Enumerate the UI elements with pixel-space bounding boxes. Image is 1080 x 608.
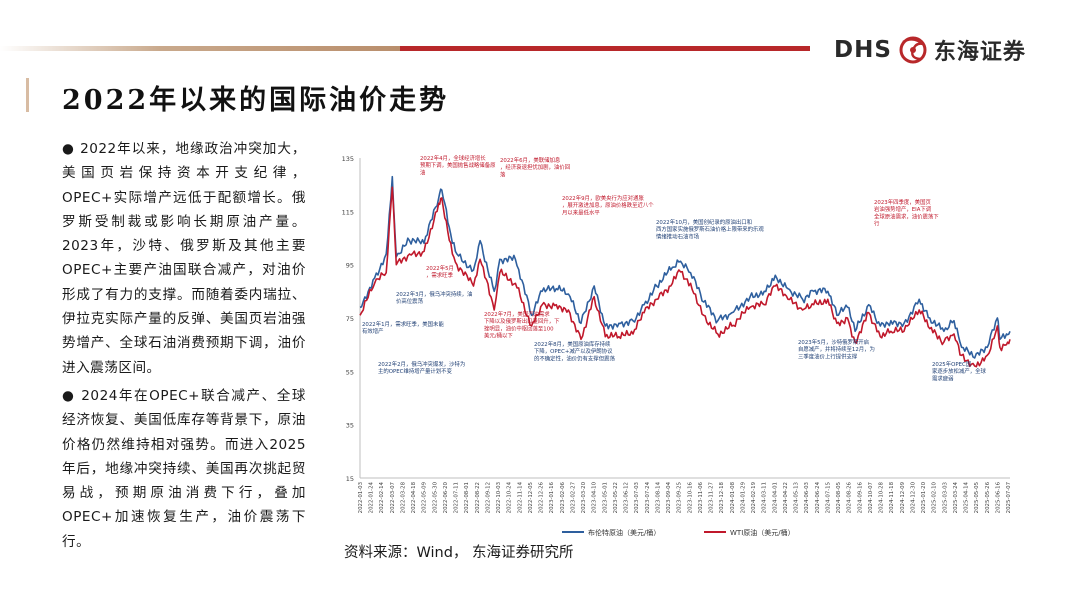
- x-tick-label: 2023-07-03: [634, 482, 640, 513]
- x-tick-label: 2022-12-05: [528, 482, 534, 513]
- x-tick-label: 2022-04-18: [411, 481, 417, 513]
- x-tick-label: 2022-01-24: [369, 481, 375, 513]
- company-logo: DHS 东海证券: [834, 30, 1026, 70]
- y-tick-label: 75: [346, 315, 354, 323]
- series-line-wti: [359, 186, 1011, 368]
- x-tick-label: 2023-09-25: [677, 482, 683, 513]
- x-tick-label: 2023-07-24: [645, 481, 651, 513]
- x-tick-label: 2023-11-06: [698, 481, 704, 513]
- x-tick-label: 2022-03-28: [400, 481, 406, 513]
- bullet-2: ● 2024年在OPEC+联合减产、全球经济恢复、美国低库存等背景下，原油价格仍…: [62, 387, 306, 550]
- y-tick-label: 115: [342, 208, 354, 216]
- x-tick-label: 2024-04-01: [772, 482, 778, 513]
- x-tick-label: 2024-10-07: [868, 482, 874, 513]
- x-tick-label: 2024-06-24: [815, 481, 821, 513]
- x-tick-label: 2024-07-15: [825, 482, 831, 513]
- x-tick-label: 2023-03-20: [581, 481, 587, 513]
- x-tick-label: 2024-01-08: [730, 481, 736, 513]
- legend-label-wti: WTI原油（美元/桶）: [730, 528, 795, 537]
- x-tick-label: 2025-07-07: [1006, 482, 1012, 513]
- x-tick-label: 2023-02-27: [570, 482, 576, 513]
- x-tick-label: 2022-11-14: [517, 481, 523, 513]
- legend-label-brent: 布伦特原油（美元/桶）: [588, 528, 660, 537]
- annotation-text: 2022年2月，俄乌冲突爆发，沙特为主的OPEC维持增产量计划不变: [378, 360, 465, 375]
- x-tick-label: 2024-02-19: [751, 481, 757, 513]
- x-tick-label: 2022-05-09: [422, 481, 428, 513]
- y-tick-label: 95: [346, 262, 354, 270]
- y-tick-label: 135: [342, 155, 354, 163]
- x-tick-label: 2025-03-24: [953, 481, 959, 513]
- x-tick-label: 2024-12-09: [900, 481, 906, 513]
- commentary: ● 2022年以来，地缘政治冲突加大，美国页岩保持资本开支纪律，OPEC+实际增…: [62, 137, 306, 558]
- x-tick-label: 2023-09-04: [666, 481, 672, 513]
- x-tick-label: 2024-08-26: [847, 481, 853, 513]
- x-tick-label: 2022-10-24: [507, 481, 513, 513]
- x-tick-label: 2024-10-28: [879, 481, 885, 513]
- annotation-text: 2022年5月，需求旺季: [426, 264, 454, 279]
- x-tick-label: 2025-03-03: [942, 482, 948, 513]
- x-tick-label: 2022-08-22: [475, 482, 481, 513]
- y-tick-label: 35: [346, 422, 354, 430]
- x-tick-label: 2024-01-29: [740, 481, 746, 513]
- annotation-text: 2025年OPEC国家逐步放松减产，全球需求疲弱: [932, 360, 987, 382]
- bullet-1: ● 2022年以来，地缘政治冲突加大，美国页岩保持资本开支纪律，OPEC+实际增…: [62, 141, 306, 376]
- x-tick-label: 2024-11-18: [889, 481, 895, 513]
- x-tick-label: 2024-06-03: [804, 482, 810, 513]
- annotation-text: 2022年1月，需求旺季，美国未能有效增产: [362, 320, 444, 335]
- annotation-text: 2022年8月，美国原油库存持续下降，OPEC+减产以及伊朗协议的不确定性，油价…: [534, 340, 615, 362]
- source-note: 资料来源：Wind， 东海证券研究所: [344, 545, 574, 561]
- logo-latin-text: DHS: [834, 37, 892, 63]
- x-tick-label: 2022-05-30: [432, 481, 438, 513]
- page-title: 2022年以来的国际油价走势: [62, 85, 450, 116]
- x-tick-label: 2024-12-30: [910, 481, 916, 513]
- x-tick-label: 2022-10-03: [496, 482, 502, 513]
- annotation-text: 2022年3月，俄乌冲突持续，油价高位震荡: [396, 290, 472, 305]
- x-tick-label: 2023-11-27: [709, 482, 715, 513]
- annotation-text: 2022年9月，欧美央行为应对通胀，展开激进加息，原油价格跌至近八个月以来最低水…: [562, 194, 654, 216]
- y-tick-label: 55: [346, 368, 354, 376]
- x-tick-label: 2024-04-22: [783, 482, 789, 513]
- x-tick-label: 2025-06-16: [995, 481, 1001, 513]
- x-tick-label: 2025-04-14: [964, 481, 970, 513]
- x-tick-label: 2022-07-11: [454, 482, 460, 513]
- x-tick-label: 2023-08-14: [655, 481, 661, 513]
- company-dragon-seal-icon: [899, 36, 927, 64]
- annotation-text: 2022年7月，美国汽油需求下降以及俄罗斯出口量回升，下挫明显，油价中枢回落至1…: [484, 310, 560, 340]
- header-accent-gold: [0, 46, 400, 51]
- x-tick-label: 2025-05-05: [974, 482, 980, 513]
- annotation-text: 2022年10月，美国创纪录的原油出口和西方国家实施俄罗斯石油价格上限带来的乐观…: [656, 218, 764, 240]
- x-tick-label: 2023-05-22: [613, 482, 619, 513]
- series-line-brent: [359, 175, 1011, 359]
- x-tick-label: 2024-09-16: [857, 481, 863, 513]
- x-tick-label: 2023-01-16: [549, 481, 555, 513]
- header-accent-red: [400, 46, 810, 51]
- x-tick-label: 2025-01-20: [921, 481, 927, 513]
- x-tick-label: 2023-12-18: [719, 481, 725, 513]
- x-tick-label: 2022-09-12: [485, 482, 491, 513]
- annotation-text: 2023年四季度，美国页岩油强势增产，EIA下调全球原油需求，油价震荡下行: [874, 198, 939, 228]
- x-tick-label: 2022-12-26: [539, 481, 545, 513]
- x-tick-label: 2022-08-01: [464, 482, 470, 513]
- x-tick-label: 2022-03-07: [390, 482, 396, 513]
- x-tick-label: 2022-06-20: [443, 481, 449, 513]
- oil-price-chart: 15 35 55 75 95 115 135 2022-01-03 2022-01-24 2022…: [342, 154, 1012, 537]
- annotation-text: 2023年5月，沙特俄罗斯开启自愿减产，并将持续至12月，为三季度油价上行提供支…: [798, 338, 875, 360]
- x-tick-label: 2023-02-06: [560, 481, 566, 513]
- x-tick-label: 2024-03-11: [762, 482, 768, 513]
- x-tick-label: 2023-06-12: [624, 482, 630, 513]
- x-tick-label: 2022-01-03: [358, 482, 364, 513]
- y-tick-label: 15: [346, 475, 354, 483]
- x-tick-label: 2023-05-01: [602, 482, 608, 513]
- annotation-text: 2022年6月，美联储加息，经济衰退担忧加剧，油价回落: [500, 156, 570, 178]
- annotation-text: 2022年4月，全球经济增长预期下调，美国抛售战略储备原油: [420, 154, 496, 176]
- x-tick-label: 2024-05-13: [794, 482, 800, 513]
- x-tick-label: 2025-05-26: [985, 481, 991, 513]
- x-tick-label: 2022-02-14: [379, 481, 385, 513]
- logo-chinese-text: 东海证券: [933, 40, 1026, 65]
- x-tick-label: 2023-04-10: [592, 481, 598, 513]
- title-accent-bar: [26, 78, 29, 112]
- x-tick-label: 2024-08-05: [836, 482, 842, 513]
- x-tick-label: 2025-02-10: [932, 481, 938, 513]
- x-tick-label: 2023-10-16: [687, 481, 693, 513]
